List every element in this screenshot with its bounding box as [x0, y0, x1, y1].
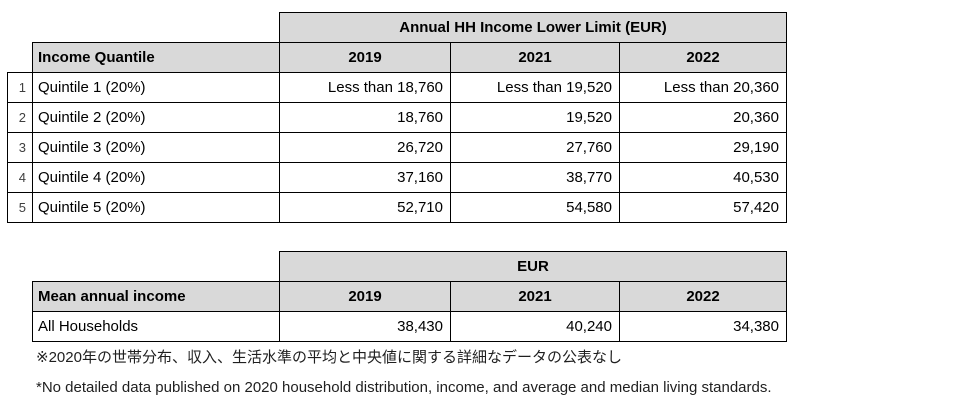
value-cell: Less than 19,520: [450, 72, 620, 103]
table1-title-row: Annual HH Income Lower Limit (EUR): [7, 12, 787, 43]
table-row-quintile-3: 3 Quintile 3 (20%) 26,720 27,760 29,190: [7, 132, 787, 163]
spacer-cell: [32, 12, 280, 43]
value-cell: 54,580: [450, 192, 620, 223]
value-cell: 27,760: [450, 132, 620, 163]
row-number-cell: 3: [7, 132, 33, 163]
table2-year-2022: 2022: [619, 281, 787, 312]
row-number-cell: 4: [7, 162, 33, 193]
value-cell: 29,190: [619, 132, 787, 163]
value-cell: Less than 20,360: [619, 72, 787, 103]
table-row-quintile-4: 4 Quintile 4 (20%) 37,160 38,770 40,530: [7, 162, 787, 193]
row-number-cell: 5: [7, 192, 33, 223]
spacer-cell: [32, 251, 280, 282]
table2-year-2021: 2021: [450, 281, 620, 312]
value-cell: 26,720: [279, 132, 451, 163]
income-quintile-table: Annual HH Income Lower Limit (EUR) Incom…: [7, 12, 787, 223]
table-row-quintile-5: 5 Quintile 5 (20%) 52,710 54,580 57,420: [7, 192, 787, 223]
value-cell: 37,160: [279, 162, 451, 193]
quintile-label-cell: Quintile 1 (20%): [32, 72, 280, 103]
value-cell: 38,770: [450, 162, 620, 193]
quintile-label-cell: Quintile 3 (20%): [32, 132, 280, 163]
spacer-cell: [7, 42, 33, 73]
household-label-cell: All Households: [32, 311, 280, 342]
value-cell: 19,520: [450, 102, 620, 133]
quintile-label-cell: Quintile 4 (20%): [32, 162, 280, 193]
footnote-japanese: ※2020年の世帯分布、収入、生活水準の平均と中央値に関する詳細なデータの公表な…: [36, 349, 622, 366]
table2-title: EUR: [279, 251, 787, 282]
spacer-cell: [7, 12, 33, 43]
value-cell: 40,530: [619, 162, 787, 193]
mean-income-table: EUR Mean annual income 2019 2021 2022 Al…: [32, 251, 787, 342]
value-cell: Less than 18,760: [279, 72, 451, 103]
value-cell: 40,240: [450, 311, 620, 342]
quintile-label-cell: Quintile 5 (20%): [32, 192, 280, 223]
table-row-all-households: All Households 38,430 40,240 34,380: [32, 311, 787, 342]
table-row-quintile-1: 1 Quintile 1 (20%) Less than 18,760 Less…: [7, 72, 787, 103]
table1-row-header: Income Quantile: [32, 42, 280, 73]
footnote-english: *No detailed data published on 2020 hous…: [36, 379, 772, 396]
table1-title: Annual HH Income Lower Limit (EUR): [279, 12, 787, 43]
table1-year-2021: 2021: [450, 42, 620, 73]
table2-year-2019: 2019: [279, 281, 451, 312]
value-cell: 18,760: [279, 102, 451, 133]
table1-year-2022: 2022: [619, 42, 787, 73]
value-cell: 38,430: [279, 311, 451, 342]
table-row-quintile-2: 2 Quintile 2 (20%) 18,760 19,520 20,360: [7, 102, 787, 133]
table2-row-header: Mean annual income: [32, 281, 280, 312]
row-number-cell: 1: [7, 72, 33, 103]
value-cell: 52,710: [279, 192, 451, 223]
table2-header-row: Mean annual income 2019 2021 2022: [32, 281, 787, 312]
table2-title-row: EUR: [32, 251, 787, 282]
value-cell: 20,360: [619, 102, 787, 133]
table1-header-row: Income Quantile 2019 2021 2022: [7, 42, 787, 73]
quintile-label-cell: Quintile 2 (20%): [32, 102, 280, 133]
row-number-cell: 2: [7, 102, 33, 133]
value-cell: 34,380: [619, 311, 787, 342]
table1-year-2019: 2019: [279, 42, 451, 73]
value-cell: 57,420: [619, 192, 787, 223]
